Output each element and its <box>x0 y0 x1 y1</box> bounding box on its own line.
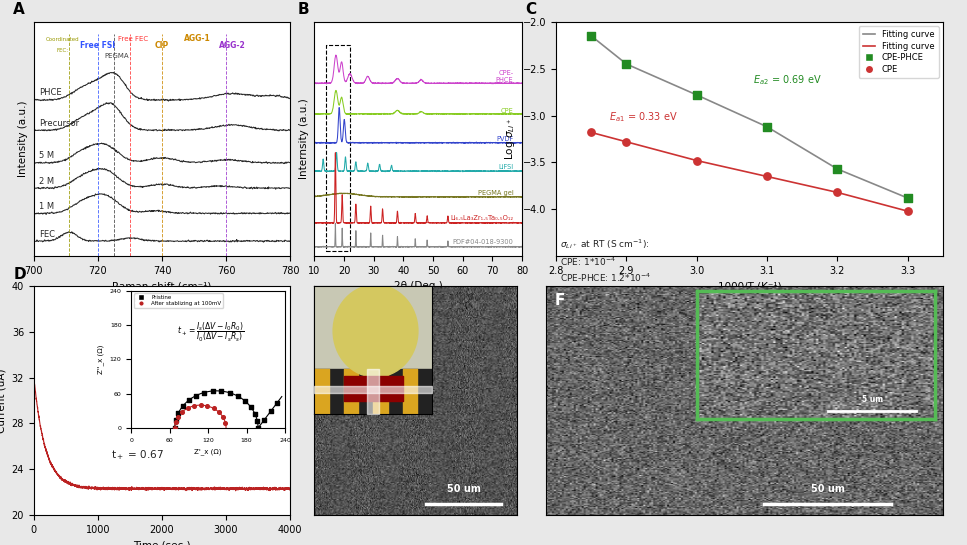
Y-axis label: Log $\sigma_{Li^+}$: Log $\sigma_{Li^+}$ <box>503 118 517 160</box>
Legend: Fitting curve, Fitting curve, CPE-PHCE, CPE: Fitting curve, Fitting curve, CPE-PHCE, … <box>859 26 939 78</box>
X-axis label: 1000/T (K⁻¹): 1000/T (K⁻¹) <box>718 281 781 292</box>
Text: Precursor: Precursor <box>39 119 78 128</box>
Text: D: D <box>14 267 26 282</box>
Text: PVDF: PVDF <box>496 136 513 142</box>
Text: Free FEC: Free FEC <box>118 36 148 42</box>
Point <box>583 32 599 40</box>
Text: $E_{a2}$ = 0.69 eV: $E_{a2}$ = 0.69 eV <box>753 72 822 87</box>
Point <box>689 90 704 99</box>
Point <box>900 193 916 202</box>
Text: $\sigma_{Li^+}$ at RT (S cm$^{-1}$):
CPE: 1*10$^{-4}$
CPE-PHCE: 1.2*10$^{-4}$: $\sigma_{Li^+}$ at RT (S cm$^{-1}$): CPE… <box>560 238 651 284</box>
Text: PDF#04-018-9300: PDF#04-018-9300 <box>453 239 513 245</box>
Text: F: F <box>554 293 565 308</box>
Point <box>900 207 916 215</box>
Text: E: E <box>320 293 331 308</box>
X-axis label: Raman shift (cm⁻¹): Raman shift (cm⁻¹) <box>112 281 212 292</box>
Text: CIP: CIP <box>155 41 169 50</box>
Point <box>689 156 704 165</box>
Point <box>759 123 775 131</box>
Text: FEC:: FEC: <box>57 48 69 53</box>
Text: A: A <box>14 2 25 17</box>
Text: 1 M: 1 M <box>39 202 54 211</box>
Y-axis label: Internsity (a.u.): Internsity (a.u.) <box>299 99 308 179</box>
Text: PEGMA gel: PEGMA gel <box>478 190 513 196</box>
Text: t$_+$ = 0.67: t$_+$ = 0.67 <box>111 448 163 462</box>
Text: PHCE: PHCE <box>39 88 61 98</box>
X-axis label: Time (sec.): Time (sec.) <box>133 540 190 545</box>
Point <box>830 165 845 173</box>
Text: C: C <box>525 2 537 17</box>
Point <box>583 128 599 137</box>
Text: Li₆.₅La₃Zr₁.₅Ta₀.₅O₁₂: Li₆.₅La₃Zr₁.₅Ta₀.₅O₁₂ <box>451 215 513 221</box>
Point <box>619 59 634 68</box>
Text: PEGMA: PEGMA <box>104 53 130 59</box>
Text: B: B <box>298 2 309 17</box>
Text: 2 M: 2 M <box>39 177 54 186</box>
Text: CPE: CPE <box>501 108 513 114</box>
Text: AGG-1: AGG-1 <box>184 34 211 43</box>
Text: AGG-2: AGG-2 <box>220 41 246 50</box>
Text: Free FSI: Free FSI <box>80 41 115 50</box>
Point <box>830 188 845 197</box>
Text: $E_{a1}$ = 0.33 eV: $E_{a1}$ = 0.33 eV <box>609 110 678 124</box>
Y-axis label: Intensity (a.u.): Intensity (a.u.) <box>18 101 28 177</box>
Text: CPE-
PHCE: CPE- PHCE <box>496 70 513 83</box>
Text: LiFSI: LiFSI <box>498 164 513 170</box>
Text: 50 um: 50 um <box>447 484 481 494</box>
X-axis label: 2θ (Deg.): 2θ (Deg.) <box>394 281 443 292</box>
Y-axis label: Current (uA): Current (uA) <box>0 368 6 433</box>
Text: 5 M: 5 M <box>39 152 54 160</box>
Bar <box>326 45 350 251</box>
Point <box>619 137 634 146</box>
Text: FEC: FEC <box>39 229 55 239</box>
Point <box>759 172 775 181</box>
Text: Coordinated: Coordinated <box>45 37 79 42</box>
Text: 50 um: 50 um <box>811 484 845 494</box>
